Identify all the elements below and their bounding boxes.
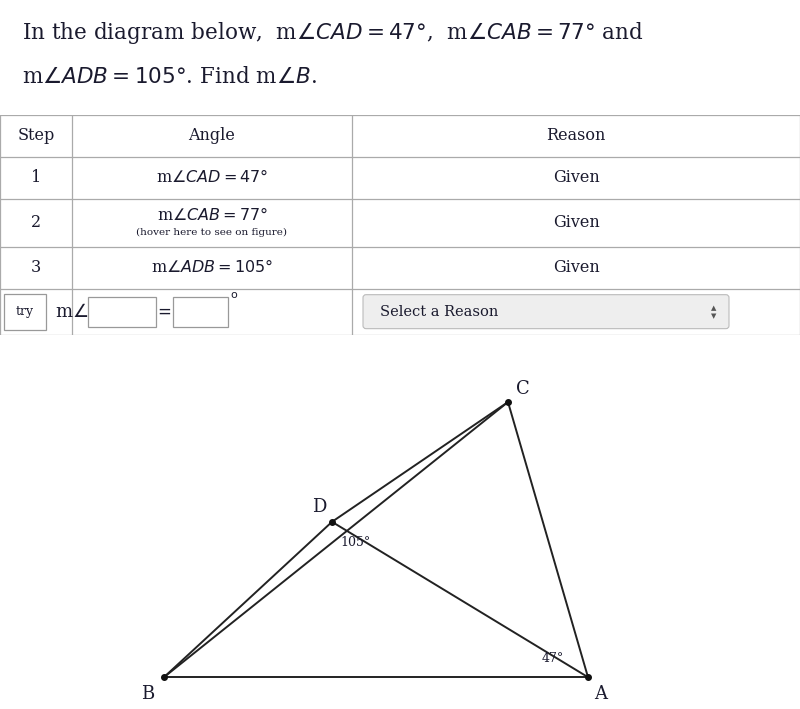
Text: 3: 3: [31, 259, 41, 277]
Text: Angle: Angle: [189, 128, 235, 145]
Text: o: o: [230, 290, 237, 300]
Text: Step: Step: [18, 128, 54, 145]
Text: A: A: [594, 685, 607, 703]
Text: In the diagram below,  m$\angle\mathit{CAD}=47°$,  m$\angle\mathit{CAB}=77°$ and: In the diagram below, m$\angle\mathit{CA…: [22, 20, 644, 46]
Text: ▲: ▲: [711, 305, 717, 311]
Text: Select a Reason: Select a Reason: [380, 305, 498, 318]
FancyBboxPatch shape: [88, 296, 156, 327]
Text: (hover here to see on figure): (hover here to see on figure): [137, 228, 287, 238]
Text: 1: 1: [31, 169, 41, 186]
Text: try: try: [16, 305, 34, 318]
Text: D: D: [312, 498, 326, 516]
Text: m$\angle\mathit{ADB}=105°$: m$\angle\mathit{ADB}=105°$: [150, 259, 274, 277]
FancyBboxPatch shape: [363, 295, 729, 329]
Text: C: C: [516, 380, 530, 398]
Text: ▼: ▼: [711, 313, 717, 318]
Text: B: B: [141, 685, 154, 703]
Text: Given: Given: [553, 169, 599, 186]
Text: Given: Given: [553, 214, 599, 231]
Text: Reason: Reason: [546, 128, 606, 145]
Text: m$\angle$: m$\angle$: [55, 303, 88, 320]
FancyBboxPatch shape: [4, 294, 46, 330]
Text: m$\angle\mathit{CAD}=47°$: m$\angle\mathit{CAD}=47°$: [156, 169, 268, 186]
Text: m$\angle\mathit{ADB}=105°$. Find m$\angle\mathit{B}$.: m$\angle\mathit{ADB}=105°$. Find m$\angl…: [22, 66, 317, 88]
Text: 105°: 105°: [340, 536, 370, 549]
Text: 2: 2: [31, 214, 41, 231]
Text: Given: Given: [553, 259, 599, 277]
Text: 47°: 47°: [542, 652, 564, 665]
Text: =: =: [157, 303, 171, 320]
FancyBboxPatch shape: [173, 296, 228, 327]
Text: m$\angle\mathit{CAB}=77°$: m$\angle\mathit{CAB}=77°$: [157, 207, 267, 224]
